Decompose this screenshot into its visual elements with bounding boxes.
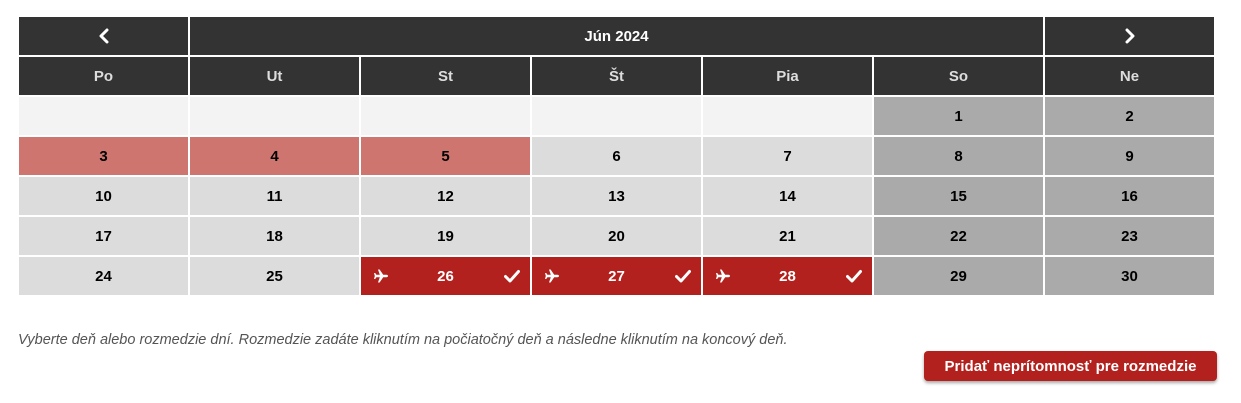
- calendar-day-15[interactable]: 15: [872, 175, 1045, 217]
- calendar-day-number: 3: [99, 147, 108, 165]
- calendar-week-row: 24 25 26 27 28 29 30: [17, 255, 1216, 297]
- prev-month-button[interactable]: [17, 15, 190, 57]
- calendar-day-number: 19: [437, 227, 454, 245]
- calendar-day-number: 23: [1121, 227, 1138, 245]
- calendar-day-number: 17: [95, 227, 112, 245]
- calendar-day-6[interactable]: 6: [530, 135, 703, 177]
- calendar-day-2[interactable]: 2: [1043, 95, 1216, 137]
- calendar-day-22[interactable]: 22: [872, 215, 1045, 257]
- calendar-day-number: 21: [779, 227, 796, 245]
- chevron-left-icon: [99, 28, 108, 44]
- month-title: Jún 2024: [188, 15, 1045, 57]
- calendar-day-number: 30: [1121, 267, 1138, 285]
- calendar-day-number: 4: [270, 147, 279, 165]
- calendar-day-number: 26: [437, 267, 454, 285]
- calendar-day-number: 8: [954, 147, 963, 165]
- calendar-week-row: 17 18 19 20 21 22 23: [17, 215, 1216, 257]
- calendar-day-13[interactable]: 13: [530, 175, 703, 217]
- calendar-week-row: 3 4 5 6 7 8 9: [17, 135, 1216, 177]
- calendar-day-number: 2: [1125, 107, 1134, 125]
- calendar-day-number: 10: [95, 187, 112, 205]
- calendar-day-21[interactable]: 21: [701, 215, 874, 257]
- weekday-label: Ne: [1043, 55, 1216, 97]
- calendar-day-24[interactable]: 24: [17, 255, 190, 297]
- calendar-empty-cell: [530, 95, 703, 137]
- weekday-label: Po: [17, 55, 190, 97]
- calendar-day-10[interactable]: 10: [17, 175, 190, 217]
- calendar-day-number: 29: [950, 267, 967, 285]
- calendar-empty-cell: [701, 95, 874, 137]
- calendar-empty-cell: [359, 95, 532, 137]
- calendar-day-20[interactable]: 20: [530, 215, 703, 257]
- calendar-day-26[interactable]: 26: [359, 255, 532, 297]
- calendar-day-8[interactable]: 8: [872, 135, 1045, 177]
- calendar-day-number: 12: [437, 187, 454, 205]
- weekday-label: So: [872, 55, 1045, 97]
- check-icon: [846, 269, 862, 283]
- calendar-day-number: 28: [779, 267, 796, 285]
- add-absence-range-button[interactable]: Pridať neprítomnosť pre rozmedzie: [924, 351, 1217, 381]
- calendar-day-19[interactable]: 19: [359, 215, 532, 257]
- calendar-day-number: 1: [954, 107, 963, 125]
- calendar-day-16[interactable]: 16: [1043, 175, 1216, 217]
- calendar-day-number: 5: [441, 147, 450, 165]
- calendar-day-17[interactable]: 17: [17, 215, 190, 257]
- calendar-day-27[interactable]: 27: [530, 255, 703, 297]
- weekday-header-row: Po Ut St Št Pia So Ne: [17, 55, 1216, 97]
- calendar-day-number: 11: [266, 187, 283, 205]
- calendar-day-number: 15: [950, 187, 967, 205]
- calendar-week-row: 10 11 12 13 14 15 16: [17, 175, 1216, 217]
- weekday-label: Št: [530, 55, 703, 97]
- calendar-day-11[interactable]: 11: [188, 175, 361, 217]
- calendar-day-number: 13: [608, 187, 625, 205]
- calendar-day-number: 7: [783, 147, 792, 165]
- calendar-day-30[interactable]: 30: [1043, 255, 1216, 297]
- calendar-day-number: 18: [266, 227, 283, 245]
- hint-text: Vyberte deň alebo rozmedzie dní. Rozmedz…: [18, 332, 788, 348]
- calendar-day-4[interactable]: 4: [188, 135, 361, 177]
- plane-icon: [373, 268, 389, 284]
- calendar-day-23[interactable]: 23: [1043, 215, 1216, 257]
- calendar-day-18[interactable]: 18: [188, 215, 361, 257]
- calendar-day-1[interactable]: 1: [872, 95, 1045, 137]
- calendar-day-number: 20: [608, 227, 625, 245]
- calendar-day-number: 6: [612, 147, 621, 165]
- next-month-button[interactable]: [1043, 15, 1216, 57]
- calendar-day-29[interactable]: 29: [872, 255, 1045, 297]
- calendar-day-25[interactable]: 25: [188, 255, 361, 297]
- check-icon: [675, 269, 691, 283]
- calendar-day-7[interactable]: 7: [701, 135, 874, 177]
- plane-icon: [715, 268, 731, 284]
- plane-icon: [544, 268, 560, 284]
- chevron-right-icon: [1125, 28, 1134, 44]
- check-icon: [504, 269, 520, 283]
- calendar-day-12[interactable]: 12: [359, 175, 532, 217]
- calendar-day-number: 22: [950, 227, 967, 245]
- weekday-label: Ut: [188, 55, 361, 97]
- calendar-day-5[interactable]: 5: [359, 135, 532, 177]
- calendar-day-number: 24: [95, 267, 112, 285]
- calendar-day-28[interactable]: 28: [701, 255, 874, 297]
- calendar-day-number: 27: [608, 267, 625, 285]
- calendar-day-3[interactable]: 3: [17, 135, 190, 177]
- calendar-day-14[interactable]: 14: [701, 175, 874, 217]
- calendar-day-number: 9: [1125, 147, 1134, 165]
- calendar-day-number: 25: [266, 267, 283, 285]
- calendar-day-number: 14: [779, 187, 796, 205]
- calendar-day-number: 16: [1121, 187, 1138, 205]
- weekday-label: St: [359, 55, 532, 97]
- calendar-empty-cell: [188, 95, 361, 137]
- calendar-day-9[interactable]: 9: [1043, 135, 1216, 177]
- weekday-label: Pia: [701, 55, 874, 97]
- calendar-empty-cell: [17, 95, 190, 137]
